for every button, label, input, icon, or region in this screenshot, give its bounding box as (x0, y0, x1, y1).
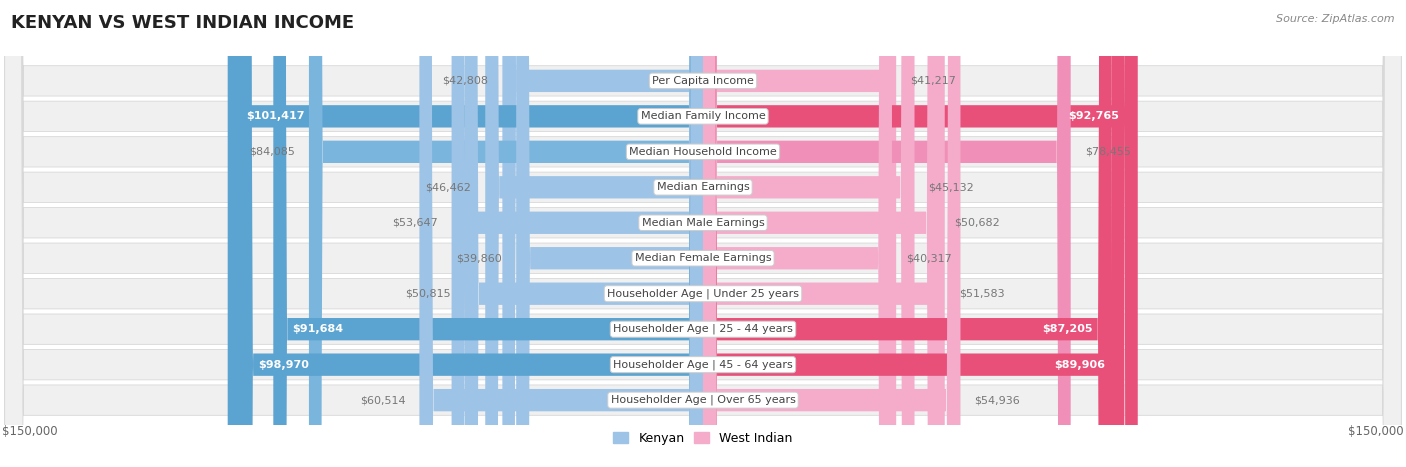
FancyBboxPatch shape (4, 0, 1402, 467)
FancyBboxPatch shape (4, 0, 1402, 467)
Text: $51,583: $51,583 (959, 289, 1004, 299)
Text: $40,317: $40,317 (905, 253, 952, 263)
FancyBboxPatch shape (465, 0, 703, 467)
Text: $46,462: $46,462 (425, 182, 471, 192)
FancyBboxPatch shape (4, 0, 1402, 467)
FancyBboxPatch shape (703, 0, 914, 467)
Text: $53,647: $53,647 (392, 218, 437, 228)
FancyBboxPatch shape (502, 0, 703, 467)
Text: $89,906: $89,906 (1054, 360, 1105, 370)
FancyBboxPatch shape (4, 0, 1402, 467)
Text: Per Capita Income: Per Capita Income (652, 76, 754, 86)
FancyBboxPatch shape (516, 0, 703, 467)
FancyBboxPatch shape (703, 0, 941, 467)
Text: Source: ZipAtlas.com: Source: ZipAtlas.com (1277, 14, 1395, 24)
Text: KENYAN VS WEST INDIAN INCOME: KENYAN VS WEST INDIAN INCOME (11, 14, 354, 32)
Text: Median Earnings: Median Earnings (657, 182, 749, 192)
Text: $45,132: $45,132 (928, 182, 974, 192)
FancyBboxPatch shape (703, 0, 1071, 467)
Text: $50,815: $50,815 (405, 289, 451, 299)
Text: Median Family Income: Median Family Income (641, 111, 765, 121)
Text: $98,970: $98,970 (257, 360, 309, 370)
FancyBboxPatch shape (4, 0, 1402, 467)
Text: $41,217: $41,217 (910, 76, 956, 86)
FancyBboxPatch shape (239, 0, 703, 467)
Text: Median Male Earnings: Median Male Earnings (641, 218, 765, 228)
FancyBboxPatch shape (4, 0, 1402, 467)
Text: $84,085: $84,085 (249, 147, 295, 157)
Text: $42,808: $42,808 (443, 76, 488, 86)
Text: Median Household Income: Median Household Income (628, 147, 778, 157)
Text: Median Female Earnings: Median Female Earnings (634, 253, 772, 263)
Text: $150,000: $150,000 (3, 425, 58, 438)
FancyBboxPatch shape (703, 0, 945, 467)
FancyBboxPatch shape (703, 0, 1137, 467)
FancyBboxPatch shape (451, 0, 703, 467)
FancyBboxPatch shape (228, 0, 703, 467)
FancyBboxPatch shape (4, 0, 1402, 467)
FancyBboxPatch shape (703, 0, 896, 467)
FancyBboxPatch shape (4, 0, 1402, 467)
Text: $150,000: $150,000 (1348, 425, 1403, 438)
Text: $91,684: $91,684 (292, 324, 343, 334)
Text: Householder Age | Over 65 years: Householder Age | Over 65 years (610, 395, 796, 405)
Text: Householder Age | Under 25 years: Householder Age | Under 25 years (607, 289, 799, 299)
FancyBboxPatch shape (4, 0, 1402, 467)
Text: $87,205: $87,205 (1042, 324, 1092, 334)
Text: $92,765: $92,765 (1069, 111, 1119, 121)
FancyBboxPatch shape (309, 0, 703, 467)
Text: $60,514: $60,514 (360, 395, 405, 405)
Text: $50,682: $50,682 (955, 218, 1000, 228)
Text: $39,860: $39,860 (457, 253, 502, 263)
FancyBboxPatch shape (273, 0, 703, 467)
FancyBboxPatch shape (703, 0, 891, 467)
FancyBboxPatch shape (485, 0, 703, 467)
Text: $78,455: $78,455 (1085, 147, 1130, 157)
FancyBboxPatch shape (419, 0, 703, 467)
Text: $101,417: $101,417 (246, 111, 305, 121)
Text: $54,936: $54,936 (974, 395, 1021, 405)
Text: Householder Age | 25 - 44 years: Householder Age | 25 - 44 years (613, 324, 793, 334)
Text: Householder Age | 45 - 64 years: Householder Age | 45 - 64 years (613, 360, 793, 370)
FancyBboxPatch shape (703, 0, 1112, 467)
FancyBboxPatch shape (703, 0, 1125, 467)
FancyBboxPatch shape (4, 0, 1402, 467)
FancyBboxPatch shape (703, 0, 960, 467)
Legend: Kenyan, West Indian: Kenyan, West Indian (609, 427, 797, 450)
